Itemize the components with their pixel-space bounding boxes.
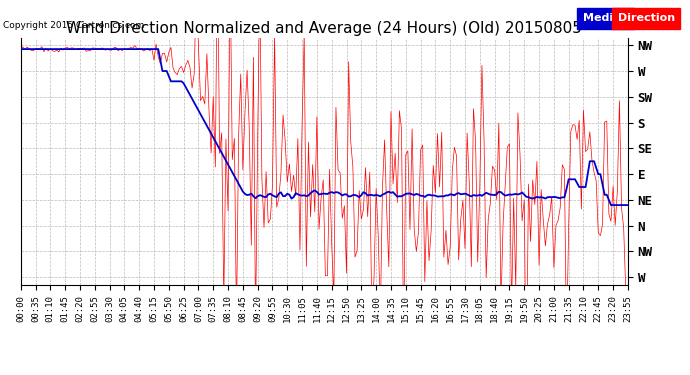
Text: Copyright 2015 Cartronics.com: Copyright 2015 Cartronics.com bbox=[3, 21, 145, 30]
Title: Wind Direction Normalized and Average (24 Hours) (Old) 20150805: Wind Direction Normalized and Average (2… bbox=[66, 21, 582, 36]
Text: Direction: Direction bbox=[618, 13, 675, 23]
Text: Median: Median bbox=[583, 13, 629, 23]
